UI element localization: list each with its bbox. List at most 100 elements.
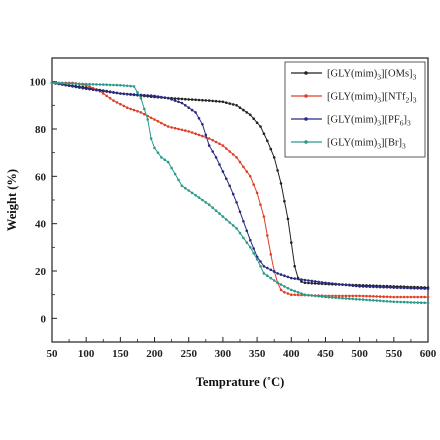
legend-items: [GLY(mim)3][OMs]3 [GLY(mim)3][NTf2]3 [GLY(… [291,69,417,151]
data-point [334,282,338,286]
data-point [378,285,382,289]
data-point [290,276,293,280]
data-point [139,93,143,97]
data-point [218,142,221,146]
data-point [64,82,67,85]
data-point [423,295,426,299]
data-point [368,298,372,302]
data-point [245,229,249,233]
data-point [423,287,426,290]
data-point [272,156,276,159]
data-point [211,150,214,153]
data-point [317,294,320,298]
data-point [160,95,163,99]
data-point [269,147,273,151]
data-point [351,297,355,301]
series-layer [50,81,430,305]
legend: [GLY(mim)3][OMs]3 [GLY(mim)3][NTf2]3 [GLY(… [284,61,426,158]
data-point [238,231,242,235]
data-point [392,295,396,299]
data-point [307,279,310,282]
data-point [337,296,341,300]
data-point [194,111,197,114]
data-point [204,133,208,137]
data-point [228,221,231,224]
data-point [211,206,214,209]
data-point [163,158,167,162]
data-point [296,277,300,281]
data-point [303,278,307,282]
y-tick-label: 20 [35,266,47,278]
data-point [276,272,279,275]
data-point [201,198,204,202]
data-point [163,123,167,127]
data-point [115,91,119,95]
data-point [136,91,139,94]
data-point [313,280,317,283]
data-point [300,280,303,283]
data-point [252,183,255,186]
data-point [132,108,136,112]
data-point [286,217,290,221]
data-point [259,125,262,128]
data-point [190,131,194,134]
data-point [348,294,351,298]
data-point [170,166,173,170]
data-point [402,300,406,304]
legend-label: [GLY(mim)3][NTf2]3 [327,92,417,105]
data-point [218,100,221,103]
data-point [242,220,245,223]
data-point [115,101,119,104]
data-point [221,144,225,147]
data-point [259,260,262,263]
data-point [177,178,180,182]
data-point [252,247,255,250]
data-point [286,292,290,295]
data-point [341,294,344,298]
data-point [320,295,324,298]
data-point [50,81,54,85]
data-point [249,113,252,117]
data-point [283,285,286,288]
data-point [122,84,126,87]
data-point [170,98,173,101]
data-point [382,299,385,303]
y-tick-labels: 0 20 40 60 80 100 [30,77,47,326]
data-point [358,298,361,301]
data-point [259,203,262,206]
data-point [235,227,238,230]
x-tick-label: 200 [146,348,163,360]
data-point [91,83,95,86]
data-point [207,144,211,147]
data-point [351,284,355,288]
data-point [197,196,201,199]
x-axis-title: Temprature (˚C) [196,375,285,389]
data-point [419,301,423,305]
data-point [204,99,208,102]
data-point [214,140,218,144]
data-point [344,297,348,300]
data-point [180,184,184,188]
data-point [385,295,389,299]
data-point [238,210,242,214]
data-point [187,130,190,133]
data-point [201,134,204,138]
data-point [413,287,416,290]
data-point [320,281,324,284]
data-point [378,299,382,303]
data-point [416,287,420,290]
data-point [132,93,136,96]
data-point [173,172,177,176]
data-point [108,83,112,87]
data-point [395,286,399,290]
legend-entry: [GLY(mim)3][NTf2]3 [291,92,417,105]
data-point [228,184,231,188]
x-tick-label: 600 [420,348,437,360]
data-point [293,265,297,268]
data-point [365,285,368,288]
data-point [276,169,279,172]
data-point [125,106,129,109]
data-point [378,295,382,298]
data-point [419,287,423,290]
data-point [197,98,201,102]
